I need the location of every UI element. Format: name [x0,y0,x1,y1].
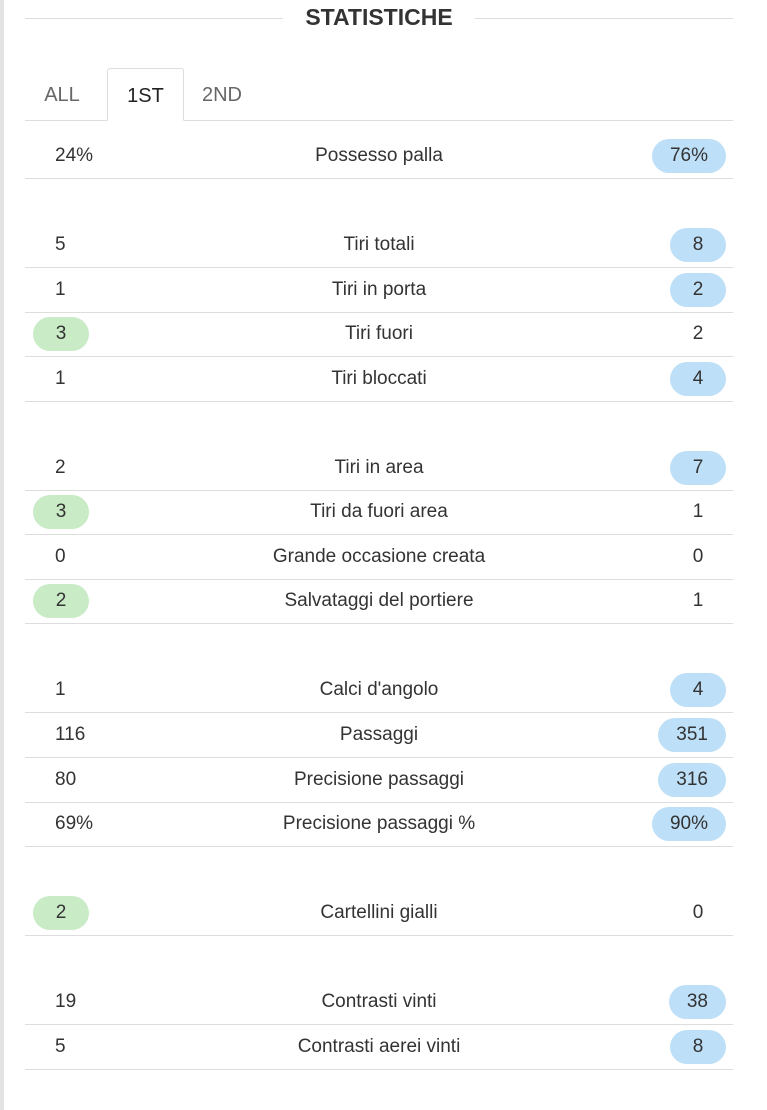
stat-label: Possesso palla [315,145,443,166]
stat-row: 3 Tiri fuori 2 [25,312,733,358]
stat-row: 69% Precisione passaggi % 90% [25,802,733,848]
away-value: 76% [651,139,726,173]
away-value: 38 [668,984,726,1019]
stat-label: Salvataggi del portiere [284,590,474,612]
stat-label: Contrasti aerei vinti [297,1035,461,1057]
away-value: 351 [658,717,726,752]
edge [0,0,4,1110]
home-value: 116 [55,723,86,745]
away-value: 7 [670,450,726,485]
home-value: 2 [55,456,66,478]
away-value: 90% [651,807,726,842]
away-value: 316 [658,762,726,797]
away-value: 0 [692,902,704,923]
tab[interactable]: 1ST [107,68,184,121]
away-value: 2 [670,272,726,307]
stat-label: Tiri in area [334,456,424,478]
away-value: 4 [670,361,726,396]
title: STATISTICHE [25,4,733,34]
stat-row: 2 Cartellini gialli 0 [25,891,733,936]
home-value: 3 [33,317,89,352]
stat-label: Passaggi [339,723,419,745]
stat-row: 0 Grande occasione creata 0 [25,535,733,580]
away-value: 2 [692,323,704,345]
stat-row: 5 Tiri totali 8 [25,223,733,268]
away-value: 8 [670,1029,726,1064]
tab[interactable]: ALL [44,84,80,106]
stat-label: Tiri da fuori area [310,501,448,523]
stat-row: 3 Tiri da fuori area 1 [25,490,733,536]
home-value: 24% [55,145,94,166]
stat-row: 2 Salvataggi del portiere 1 [25,579,733,625]
stat-label: Tiri in porta [331,278,427,300]
stat-row: 2 Tiri in area 7 [25,446,733,491]
home-value: 69% [55,813,94,835]
home-value: 2 [33,584,89,619]
tabs: ALL 1ST 2ND [25,68,733,121]
stat-row: 116 Passaggi 351 [25,713,733,758]
stat-row: 19 Contrasti vinti 38 [25,980,733,1025]
stat-row: 1 Calci d'angolo 4 [25,668,733,714]
stat-row: 1 Tiri bloccati 4 [25,357,733,402]
stat-label: Grande occasione creata [272,545,486,567]
away-value: 1 [692,501,704,523]
stat-label: Tiri totali [343,233,415,255]
home-value: 5 [55,1035,66,1057]
home-value: 3 [33,495,89,530]
home-value: 80 [55,768,77,790]
stat-row: 5 Contrasti aerei vinti 8 [25,1025,733,1070]
stat-label: Contrasti vinti [321,990,437,1012]
stat-label: Tiri fuori [345,323,413,345]
stat-row: 80 Precisione passaggi 316 [25,758,733,803]
stat-row: 1 Tiri in porta 2 [25,268,733,313]
away-value: 0 [692,545,704,567]
stat-label: Tiri bloccati [331,367,427,389]
away-value: 4 [670,673,726,708]
stat-label: Precisione passaggi % [282,813,476,835]
home-value: 1 [55,679,66,701]
stat-label: Precisione passaggi [293,768,465,790]
home-value: 5 [55,233,66,255]
home-value: 1 [55,367,66,389]
stat-label: Cartellini gialli [320,902,438,923]
stat-row: 24% Possesso palla 76% [25,134,733,179]
away-value: 1 [692,590,704,612]
home-value: 0 [55,545,66,567]
stat-label: Calci d'angolo [319,679,439,701]
away-value: 8 [670,227,726,262]
tab[interactable]: 2ND [201,84,242,106]
home-value: 19 [55,990,77,1012]
home-value: 2 [33,896,89,930]
home-value: 1 [55,278,66,300]
stats-panel: STATISTICHE ALL 1ST 2ND 24% Possesso palla 7… [25,0,733,1110]
title-text: STATISTICHE [283,4,475,30]
